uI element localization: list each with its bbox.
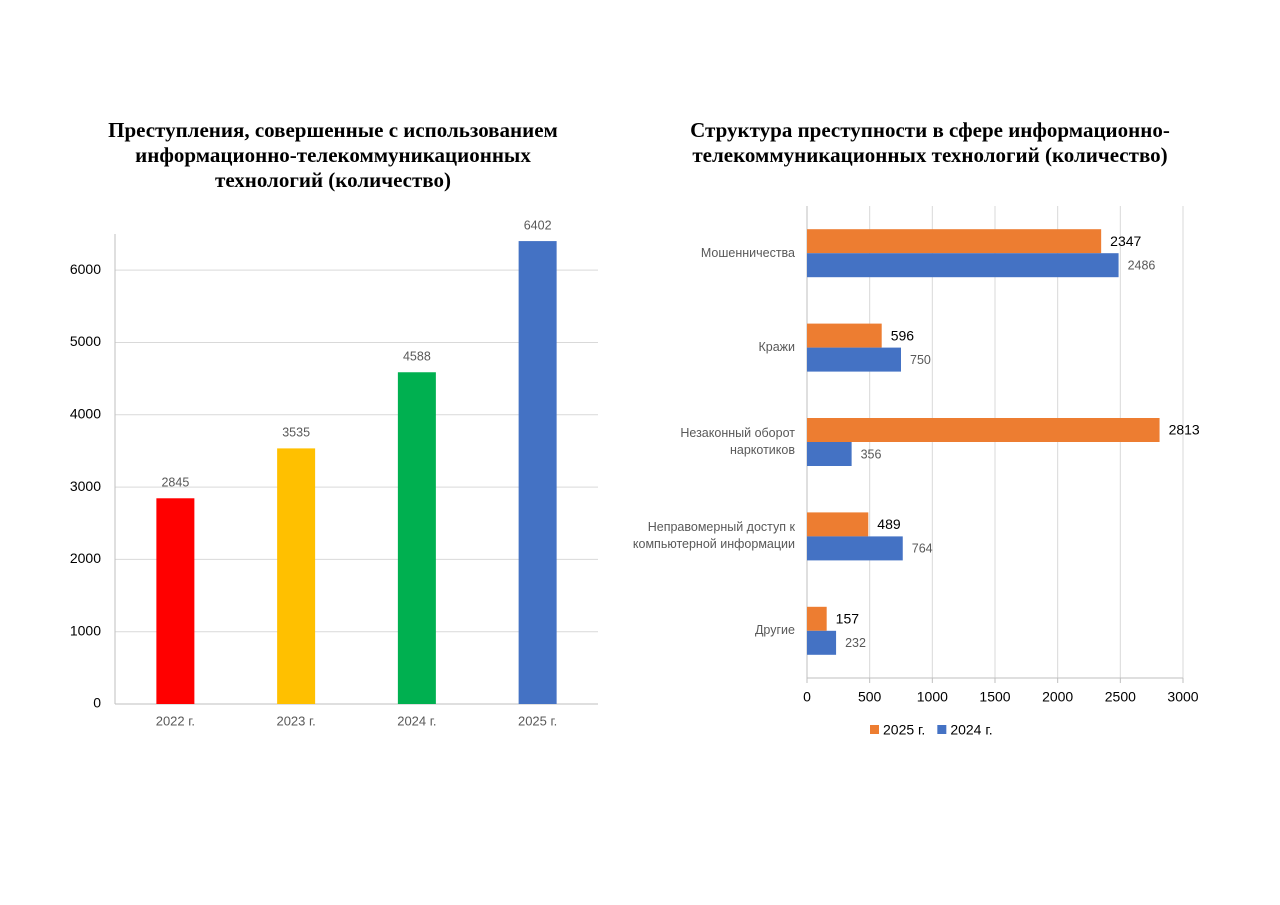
bar	[807, 630, 837, 655]
y-tick-label: Незаконный оборот наркотиков	[680, 426, 795, 457]
y-tick-label: 2000	[70, 550, 101, 566]
y-tick-label: 1000	[70, 622, 101, 638]
y-tick-label: Другие	[754, 623, 795, 638]
x-tick-label: 500	[858, 689, 882, 705]
bar	[807, 512, 869, 537]
x-tick-label: 0	[803, 689, 811, 705]
data-label: 232	[845, 636, 866, 650]
y-tick-label: Мошенничества	[700, 245, 795, 260]
bar	[807, 253, 1119, 278]
data-label: 489	[877, 516, 901, 532]
data-label: 2845	[161, 476, 189, 490]
x-tick-label: 2500	[1105, 689, 1136, 705]
y-tick-label: 3000	[70, 478, 101, 494]
bar	[807, 229, 1102, 254]
bar	[807, 442, 852, 466]
x-tick-label: 2024 г.	[397, 713, 436, 728]
x-tick-label: 1000	[917, 689, 948, 705]
data-label: 6402	[524, 218, 552, 232]
chart-title: Структура преступности в сфере информаци…	[690, 118, 1170, 167]
legend-swatch	[937, 725, 947, 734]
bar	[277, 448, 316, 704]
y-tick-label: 4000	[70, 405, 101, 421]
y-tick-label: 0	[93, 695, 101, 711]
bar	[807, 347, 901, 372]
x-tick-label: 2025 г.	[518, 713, 557, 728]
x-tick-label: 2023 г.	[276, 713, 315, 728]
data-label: 3535	[282, 426, 310, 440]
y-tick-label: 5000	[70, 333, 101, 349]
y-tick-label: 6000	[70, 261, 101, 277]
data-label: 2486	[1128, 258, 1156, 272]
data-label: 2347	[1110, 233, 1141, 249]
y-tick-label-box: Кражи	[758, 340, 795, 355]
x-tick-label: 2000	[1042, 689, 1073, 705]
data-label: 2813	[1169, 422, 1200, 438]
bar	[807, 536, 903, 561]
x-tick-label: 2022 г.	[156, 713, 195, 728]
y-tick-label-box: Мошенничества	[700, 245, 795, 260]
y-tick-label: Кражи	[758, 340, 795, 355]
y-tick-label-box: Другие	[754, 623, 795, 638]
bar	[807, 323, 882, 348]
data-label: 4588	[403, 350, 431, 364]
legend-label: 2025 г.	[883, 722, 925, 738]
y-tick-label-box: Неправомерный доступ к компьютерной инфо…	[632, 520, 795, 552]
y-tick-label: Неправомерный доступ к компьютерной инфо…	[632, 520, 795, 552]
data-label: 157	[836, 611, 860, 627]
data-label: 750	[910, 353, 931, 367]
data-label: 596	[891, 327, 915, 343]
legend-label: 2024 г.	[950, 722, 992, 738]
bar	[807, 606, 827, 631]
data-label: 764	[912, 542, 933, 556]
x-tick-label: 3000	[1167, 689, 1198, 705]
chart-title: Преступления, совершенные с использовани…	[108, 118, 558, 192]
y-tick-label-box: Незаконный оборот наркотиков	[680, 426, 795, 457]
bar	[807, 418, 1160, 442]
bar	[518, 241, 557, 704]
bar	[397, 372, 436, 704]
legend-swatch	[870, 725, 879, 734]
data-label: 356	[861, 447, 882, 461]
bar	[156, 498, 195, 704]
x-tick-label: 1500	[979, 689, 1010, 705]
